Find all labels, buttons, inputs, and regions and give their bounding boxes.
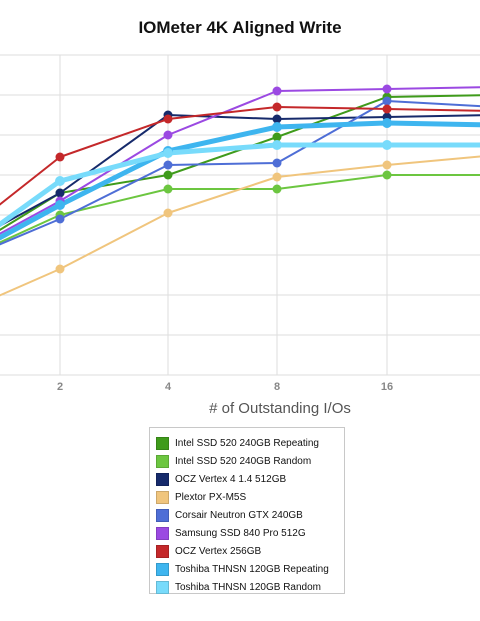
data-point — [272, 114, 282, 124]
x-tick-label: 16 — [381, 381, 393, 393]
data-point — [272, 140, 282, 150]
data-point — [55, 188, 65, 198]
data-point — [272, 158, 282, 168]
data-point — [272, 86, 282, 96]
data-point — [163, 160, 173, 170]
x-tick-label: 8 — [274, 381, 280, 393]
data-point — [163, 114, 173, 124]
x-tick-label: 4 — [165, 381, 172, 393]
series-line — [0, 94, 480, 232]
data-point — [272, 184, 282, 194]
legend-swatch — [156, 472, 169, 486]
data-point — [55, 214, 65, 224]
legend-label: Corsair Neutron GTX 240GB — [175, 509, 303, 521]
legend-label: Toshiba THNSN 120GB Repeating — [175, 564, 329, 576]
legend-label: Plextor PX-M5S — [175, 491, 247, 503]
legend-swatch — [156, 454, 169, 468]
data-point — [55, 264, 65, 274]
legend-item: Toshiba THNSN 120GB Random — [156, 579, 344, 597]
legend-label: OCZ Vertex 4 1.4 512GB — [175, 473, 287, 485]
series-line — [0, 155, 480, 297]
legend-label: Intel SSD 520 240GB Random — [175, 455, 312, 467]
series-lines — [0, 86, 480, 297]
data-point — [272, 102, 282, 112]
legend-item: Corsair Neutron GTX 240GB — [156, 506, 344, 524]
data-point — [55, 176, 65, 186]
legend-label: Samsung SSD 840 Pro 512G — [175, 528, 306, 540]
data-point — [272, 122, 282, 132]
legend-swatch — [156, 490, 169, 504]
legend-item: Intel SSD 520 240GB Random — [156, 452, 344, 470]
series-line — [0, 114, 480, 227]
data-point — [163, 130, 173, 140]
data-point — [382, 104, 392, 114]
legend-swatch — [156, 545, 169, 559]
legend-swatch — [156, 527, 169, 541]
chart-legend: Intel SSD 520 240GB Repeating Intel SSD 5… — [149, 427, 345, 597]
legend-label: Intel SSD 520 240GB Repeating — [175, 437, 319, 449]
legend-item: OCZ Vertex 4 1.4 512GB — [156, 470, 344, 488]
data-point — [382, 170, 392, 180]
data-point — [55, 152, 65, 162]
series-line — [0, 120, 480, 241]
series-line — [0, 106, 480, 206]
data-point — [382, 118, 392, 128]
line-chart: 2 4 8 16 — [0, 54, 480, 393]
data-point — [163, 170, 173, 180]
data-point — [55, 200, 65, 210]
legend-swatch — [156, 581, 169, 595]
legend-item: Toshiba THNSN 120GB Repeating — [156, 561, 344, 579]
legend-item: OCZ Vertex 256GB — [156, 543, 344, 561]
legend-swatch — [156, 508, 169, 522]
legend-swatch — [156, 563, 169, 577]
series-points — [55, 84, 392, 274]
data-point — [163, 184, 173, 194]
legend-item: Samsung SSD 840 Pro 512G — [156, 524, 344, 542]
data-point — [382, 84, 392, 94]
chart-title: IOMeter 4K Aligned Write — [138, 18, 342, 37]
legend-item: Plextor PX-M5S — [156, 488, 344, 506]
legend-label: Toshiba THNSN 120GB Random — [175, 582, 321, 594]
series-line — [0, 142, 480, 228]
series-line — [0, 100, 480, 246]
data-point — [163, 208, 173, 218]
data-point — [382, 140, 392, 150]
legend-item: Intel SSD 520 240GB Repeating — [156, 434, 344, 452]
legend-swatch — [156, 436, 169, 450]
x-axis-ticks: 2 4 8 16 — [57, 381, 393, 393]
data-point — [272, 172, 282, 182]
data-point — [272, 132, 282, 142]
x-tick-label: 2 — [57, 381, 63, 393]
data-point — [382, 96, 392, 106]
series-line — [0, 174, 480, 244]
x-axis-label: # of Outstanding I/Os — [209, 400, 351, 417]
data-point — [382, 160, 392, 170]
data-point — [163, 148, 173, 158]
legend-label: OCZ Vertex 256GB — [175, 546, 262, 558]
